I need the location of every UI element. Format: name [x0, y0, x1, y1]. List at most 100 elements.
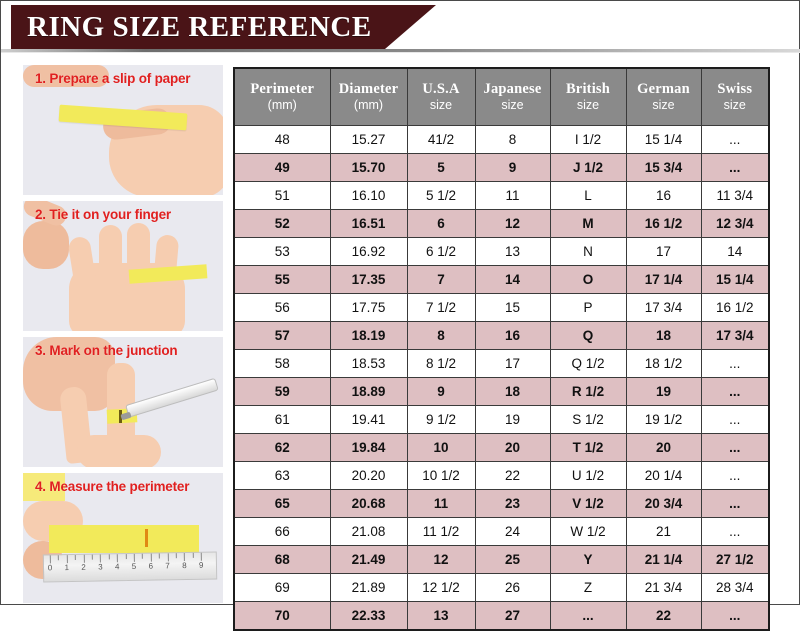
step-3-label: 3. Mark on the junction	[35, 343, 178, 358]
table-cell: 15	[474, 293, 551, 322]
banner-shape: RING SIZE REFERENCE	[11, 5, 436, 49]
table-cell: 48	[233, 125, 331, 154]
table-cell: ...	[700, 153, 770, 182]
table-cell: 17.75	[329, 293, 408, 322]
table-cell: 18.19	[329, 321, 408, 350]
ruler-tick-minor	[74, 554, 77, 560]
table-cell: ...	[700, 601, 770, 631]
ruler-tick	[150, 553, 152, 562]
table-cell: ...	[700, 125, 770, 154]
table-row: 63 20.20 10 1/2 22 U 1/2 20 1/4...	[233, 461, 770, 490]
table-cell: 11	[406, 489, 476, 518]
column-header-sub: size	[652, 98, 675, 113]
table-cell: R 1/2	[549, 377, 627, 406]
table-cell: ...	[549, 601, 627, 631]
table-cell: 10 1/2	[406, 461, 476, 490]
table-row: 65 20.68 11 23 V 1/2 20 3/4...	[233, 489, 770, 518]
table-cell: 18 1/2	[625, 349, 702, 378]
table-cell: 16.10	[329, 181, 408, 210]
table-cell: 27 1/2	[700, 545, 770, 574]
table-cell: 19 1/2	[625, 405, 702, 434]
table-cell: ...	[700, 349, 770, 378]
table-cell: 20	[474, 433, 551, 462]
table-cell: 18	[625, 321, 702, 350]
column-header-sub: size	[723, 98, 746, 113]
table-cell: 17 1/4	[625, 265, 702, 294]
table-row: 48 15.27 41/2 8 I 1/2 15 1/4...	[233, 125, 770, 154]
table-cell: 20.20	[329, 461, 408, 490]
table-cell: 17	[625, 237, 702, 266]
table-cell: 15.70	[329, 153, 408, 182]
table-cell: 21 3/4	[625, 573, 702, 602]
ruler-tick-label: 7	[165, 561, 170, 571]
table-cell: 19.41	[329, 405, 408, 434]
instruction-steps: 1. Prepare a slip of paper 2. Tie it on …	[23, 65, 223, 603]
table-cell: 10	[406, 433, 476, 462]
column-header-swiss: Swiss size	[700, 67, 770, 126]
table-cell: Q 1/2	[549, 349, 627, 378]
table-cell: 49	[233, 153, 331, 182]
table-cell: ...	[700, 461, 770, 490]
table-cell: 15.27	[329, 125, 408, 154]
table-row: 52 16.51 6 12 M 16 1/2 12 3/4	[233, 209, 770, 238]
table-cell: 11 3/4	[700, 181, 770, 210]
table-cell: ...	[700, 405, 770, 434]
paper-strip-end	[23, 473, 65, 501]
column-header-british: British size	[549, 67, 627, 126]
table-cell: 16 1/2	[700, 293, 770, 322]
table-cell: 8 1/2	[406, 349, 476, 378]
table-cell: ...	[700, 377, 770, 406]
table-cell: 6 1/2	[406, 237, 476, 266]
column-header-main: Diameter	[338, 81, 399, 98]
table-cell: 59	[233, 377, 331, 406]
table-cell: N	[549, 237, 627, 266]
table-cell: 22	[625, 601, 702, 631]
table-cell: 9	[406, 377, 476, 406]
table-cell: 16.51	[329, 209, 408, 238]
ruler-tick-minor	[58, 555, 60, 561]
step-4-measure-perimeter: 4. Measure the perimeter 0 1 2 3 4 5 6 7 8 9	[23, 473, 223, 603]
ruler-tick-minor	[125, 554, 127, 560]
column-header-sub: size	[429, 98, 453, 113]
ruler-tick	[49, 555, 51, 564]
ring-size-table: Perimeter (mm) Diameter (mm) U.S.A size Japane…	[233, 67, 770, 631]
step-1-label: 1. Prepare a slip of paper	[35, 71, 191, 86]
table-cell: U 1/2	[549, 461, 627, 490]
column-header-diameter: Diameter (mm)	[329, 67, 408, 126]
ruler-tick	[100, 554, 102, 563]
table-cell: 15 3/4	[625, 153, 702, 182]
step-2-label: 2. Tie it on your finger	[35, 207, 171, 222]
table-cell: W 1/2	[549, 517, 627, 546]
table-cell: 8	[474, 125, 551, 154]
table-row: 51 16.10 5 1/2 11 L 16 11 3/4	[233, 181, 770, 210]
table-cell: 6	[406, 209, 476, 238]
table-cell: 17 3/4	[625, 293, 702, 322]
table-cell: 69	[233, 573, 331, 602]
table-row: 53 16.92 6 1/2 13 N 17 14	[233, 237, 770, 266]
ruler-icon: 0 1 2 3 4 5 6 7 8 9	[42, 551, 218, 583]
step-3-mark-junction: 3. Mark on the junction	[23, 337, 223, 467]
table-cell: 7	[406, 265, 476, 294]
table-cell: 16 1/2	[625, 209, 702, 238]
pen-mark-icon	[145, 529, 148, 547]
table-cell: 15 1/4	[625, 125, 702, 154]
table-row: 70 22.33 13 27... 22...	[233, 601, 770, 631]
hand-photo-finger	[99, 225, 122, 287]
table-cell: 21.08	[329, 517, 408, 546]
table-cell: 5 1/2	[406, 181, 476, 210]
table-cell: ...	[700, 489, 770, 518]
table-cell: 9 1/2	[406, 405, 476, 434]
table-cell: Q	[549, 321, 627, 350]
table-cell: 66	[233, 517, 331, 546]
table-cell: J 1/2	[549, 153, 627, 182]
ruler-tick-minor	[175, 553, 177, 559]
table-cell: 12	[474, 209, 551, 238]
table-row: 69 21.89 12 1/2 26 Z 21 3/4 28 3/4	[233, 573, 770, 602]
table-cell: 20	[625, 433, 702, 462]
table-cell: 58	[233, 349, 331, 378]
table-cell: 21.89	[329, 573, 408, 602]
second-hand-photo	[23, 221, 69, 269]
ruler-tick-label: 1	[64, 563, 70, 573]
table-row: 58 18.53 8 1/2 17 Q 1/2 18 1/2...	[233, 349, 770, 378]
